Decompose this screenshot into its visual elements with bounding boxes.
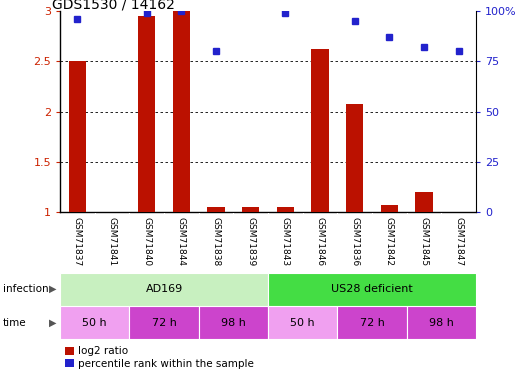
Text: GSM71841: GSM71841 <box>108 217 117 267</box>
Text: AD169: AD169 <box>145 284 183 294</box>
Bar <box>60 306 129 339</box>
Bar <box>138 16 155 212</box>
Text: GDS1530 / 14162: GDS1530 / 14162 <box>52 0 175 11</box>
Text: GSM71838: GSM71838 <box>212 217 221 267</box>
Text: GSM71846: GSM71846 <box>315 217 324 267</box>
Text: GSM71847: GSM71847 <box>454 217 463 267</box>
Text: GSM71840: GSM71840 <box>142 217 151 267</box>
Text: 98 h: 98 h <box>221 318 246 328</box>
Bar <box>277 207 294 212</box>
Bar <box>415 192 433 212</box>
Text: GSM71845: GSM71845 <box>419 217 428 267</box>
Text: GSM71836: GSM71836 <box>350 217 359 267</box>
Bar <box>311 50 328 212</box>
Bar <box>346 104 363 212</box>
Text: ▶: ▶ <box>49 284 56 294</box>
Text: 50 h: 50 h <box>83 318 107 328</box>
Bar <box>242 207 259 212</box>
Text: ▶: ▶ <box>49 318 56 328</box>
Text: GSM71842: GSM71842 <box>385 217 394 266</box>
Bar <box>208 207 225 212</box>
Text: 72 h: 72 h <box>152 318 177 328</box>
Text: 98 h: 98 h <box>429 318 454 328</box>
Text: GSM71839: GSM71839 <box>246 217 255 267</box>
Bar <box>129 306 199 339</box>
Text: GSM71843: GSM71843 <box>281 217 290 267</box>
Bar <box>173 11 190 212</box>
Text: US28 deficient: US28 deficient <box>331 284 413 294</box>
Text: GSM71837: GSM71837 <box>73 217 82 267</box>
Bar <box>69 62 86 212</box>
Bar <box>381 205 398 212</box>
Text: 72 h: 72 h <box>359 318 384 328</box>
Bar <box>60 273 268 306</box>
Text: 50 h: 50 h <box>290 318 315 328</box>
Bar <box>337 306 407 339</box>
Legend: log2 ratio, percentile rank within the sample: log2 ratio, percentile rank within the s… <box>65 346 254 369</box>
Text: GSM71844: GSM71844 <box>177 217 186 266</box>
Bar <box>407 306 476 339</box>
Text: time: time <box>3 318 26 328</box>
Text: infection: infection <box>3 284 48 294</box>
Bar <box>268 273 476 306</box>
Bar <box>268 306 337 339</box>
Bar <box>199 306 268 339</box>
